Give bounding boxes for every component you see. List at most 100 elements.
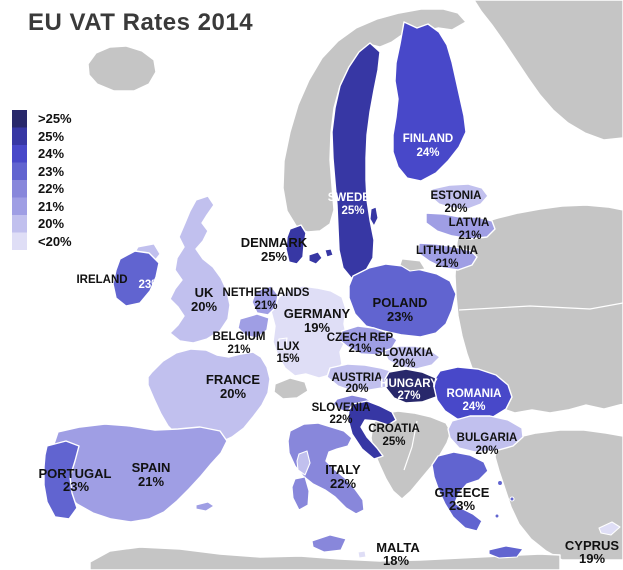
label-cyprus: CYPRUS [565, 538, 620, 553]
legend-label-23: 23% [38, 164, 64, 179]
rate-italy: 22% [330, 476, 356, 491]
country-shape-bulgaria [447, 415, 524, 453]
rate-netherlands: 21% [254, 300, 277, 312]
rate-finland: 24% [416, 147, 439, 159]
country-shape-belgium [237, 313, 270, 339]
rate-france: 20% [220, 386, 246, 401]
label-latvia: LATVIA [449, 217, 490, 229]
legend: >25% 25% 24% 23% 22% 21% 20% <20% [12, 110, 72, 250]
legend-swatch-lt20 [12, 232, 27, 250]
rate-belgium: 21% [227, 344, 250, 356]
rate-romania: 24% [462, 401, 485, 413]
label-belgium: BELGIUM [212, 331, 265, 343]
label-greece: GREECE [435, 485, 490, 500]
legend-label-lt20: <20% [38, 234, 72, 249]
label-uk: UK [195, 285, 214, 300]
country-shape-france [147, 348, 271, 446]
island-funen [324, 248, 334, 258]
legend-swatch-25 [12, 127, 27, 145]
legend-label-24: 24% [38, 146, 64, 161]
country-shape-greece [431, 451, 489, 532]
label-bulgaria: BULGARIA [457, 432, 518, 444]
label-netherlands: NETHERLANDS [223, 287, 310, 299]
rate-portugal: 23% [63, 479, 89, 494]
label-ireland: IRELAND [76, 274, 127, 286]
rate-austria: 20% [345, 383, 368, 395]
rate-latvia: 21% [458, 230, 481, 242]
label-slovakia: SLOVAKIA [375, 347, 434, 359]
country-shape-denmark [285, 224, 307, 265]
country-shape-netherlands [251, 285, 279, 316]
label-sweden: SWEDEN [328, 192, 378, 204]
legend-label-22: 22% [38, 181, 64, 196]
country-labels: IRELAND 23% UK 20% NETHERLANDS 21% BELGI… [39, 133, 620, 568]
landmass-russia-north [473, 0, 623, 141]
label-croatia: CROATIA [368, 423, 420, 435]
legend-swatch-21 [12, 197, 27, 215]
label-spain: SPAIN [132, 460, 171, 475]
rate-bulgaria: 20% [475, 445, 498, 457]
rate-sweden: 25% [341, 205, 364, 217]
rate-czech: 21% [348, 343, 371, 355]
legend-swatch-24 [12, 145, 27, 163]
legend-swatch-23 [12, 162, 27, 180]
legend-swatch-20 [12, 215, 27, 233]
island-mallorca [195, 501, 215, 512]
island-zealand [308, 251, 323, 265]
island-aegean-1 [496, 479, 504, 487]
non-eu-landmasses [87, 0, 623, 570]
rate-poland: 23% [387, 309, 413, 324]
landmass-belarus-ukraine [454, 204, 623, 414]
island-corsica [296, 450, 311, 476]
country-shape-estonia [430, 183, 489, 210]
rate-germany: 19% [304, 320, 330, 335]
country-shape-germany [270, 285, 348, 379]
rate-lithuania: 21% [435, 258, 458, 270]
rate-denmark: 25% [261, 249, 287, 264]
legend-label-25: 25% [38, 129, 64, 144]
legend-label-20: 20% [38, 216, 64, 231]
rate-luxembourg: 15% [276, 353, 299, 365]
label-luxembourg: LUX [277, 341, 300, 353]
rate-greece: 23% [449, 498, 475, 513]
rate-slovakia: 20% [392, 358, 415, 370]
border-belarus-ukraine [458, 302, 623, 311]
island-sicily [311, 534, 347, 553]
island-gotland [369, 206, 379, 227]
country-shape-italy [287, 422, 365, 515]
landmass-north-africa [89, 546, 561, 570]
landmass-iceland [87, 45, 157, 92]
legend-label-21: 21% [38, 199, 64, 214]
country-shape-croatia [347, 400, 397, 460]
island-sardinia [291, 476, 310, 511]
rate-croatia: 25% [382, 436, 405, 448]
rate-hungary: 27% [397, 390, 420, 402]
island-malta [357, 550, 367, 559]
label-czech: CZECH REP [327, 332, 394, 344]
country-shape-hungary [384, 368, 443, 404]
rate-uk: 20% [191, 299, 217, 314]
country-shape-latvia [425, 212, 496, 240]
country-shape-uk [169, 195, 231, 344]
label-poland: POLAND [373, 295, 428, 310]
label-lithuania: LITHUANIA [416, 245, 478, 257]
country-shape-luxembourg [277, 337, 288, 351]
rate-estonia: 20% [444, 203, 467, 215]
rate-spain: 21% [138, 474, 164, 489]
country-shape-ireland [112, 250, 160, 307]
country-shape-finland [392, 21, 467, 182]
label-malta: MALTA [376, 540, 420, 555]
label-germany: GERMANY [284, 306, 351, 321]
rate-cyprus: 19% [579, 551, 605, 566]
country-shape-portugal [43, 440, 80, 520]
legend-swatch-22 [12, 180, 27, 198]
label-hungary: HUNGARY [380, 378, 438, 390]
legend-label-gt25: >25% [38, 111, 72, 126]
border-bosnia-serbia [403, 420, 418, 471]
eu-countries [43, 21, 621, 559]
country-shape-cyprus [598, 521, 621, 536]
rate-slovenia: 22% [329, 414, 352, 426]
landmass-kaliningrad [399, 258, 426, 272]
